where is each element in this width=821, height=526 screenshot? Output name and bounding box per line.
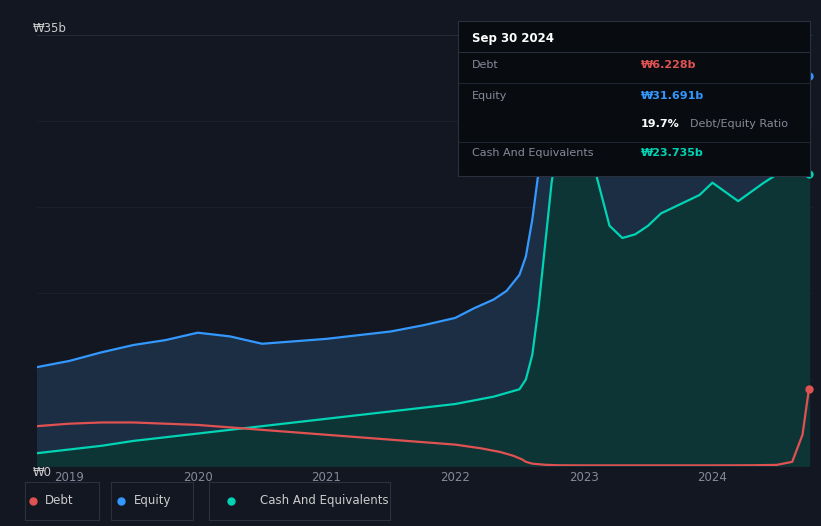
Text: Cash And Equivalents: Cash And Equivalents [472,148,594,158]
Text: ₩6.228b: ₩6.228b [641,60,696,70]
Text: 19.7%: 19.7% [641,119,680,129]
Text: ₩0: ₩0 [33,466,52,479]
Point [802,385,815,393]
Text: Sep 30 2024: Sep 30 2024 [472,32,554,45]
Point [802,72,815,80]
Text: Cash And Equivalents: Cash And Equivalents [260,494,388,507]
Text: Debt: Debt [472,60,499,70]
Text: ₩31.691b: ₩31.691b [641,91,704,101]
Text: Debt: Debt [45,494,74,507]
Text: Debt/Equity Ratio: Debt/Equity Ratio [690,119,788,129]
Text: ₩35b: ₩35b [33,22,67,35]
Text: ₩23.735b: ₩23.735b [641,148,704,158]
Point [802,169,815,178]
Text: Equity: Equity [134,494,172,507]
Text: Equity: Equity [472,91,507,101]
